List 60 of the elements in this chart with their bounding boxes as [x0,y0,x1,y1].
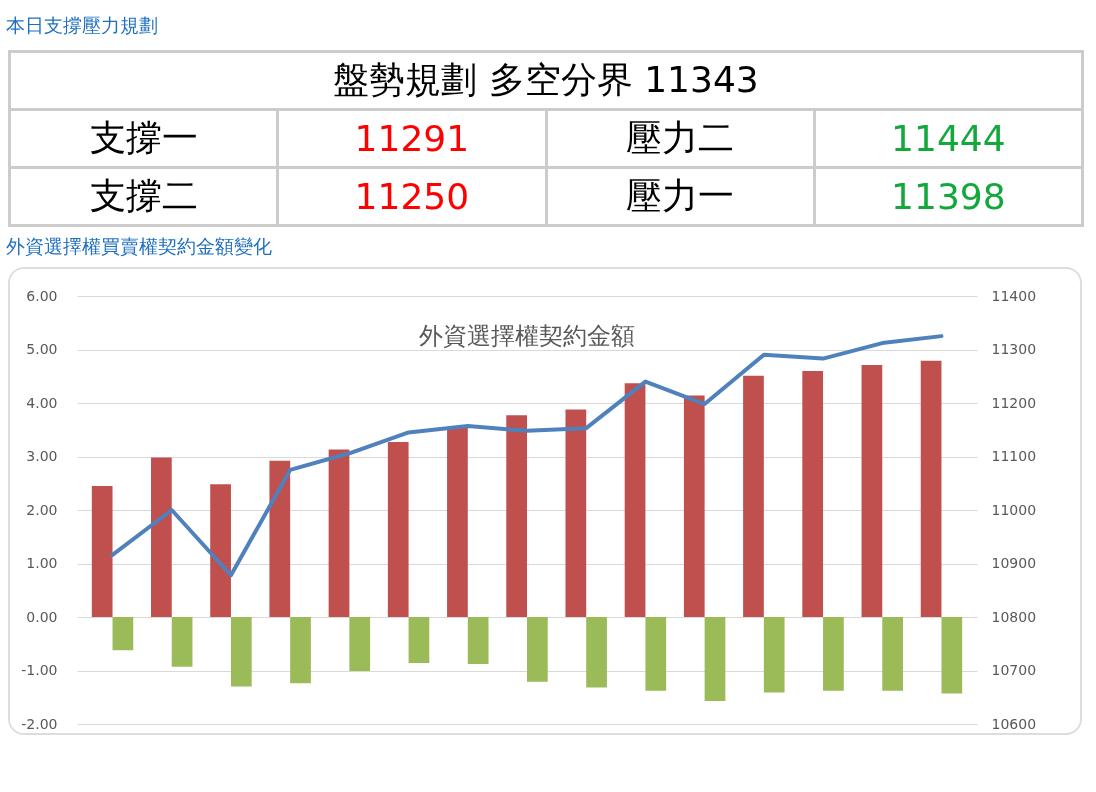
bar [506,415,527,617]
bar [802,370,824,617]
bar [861,365,883,617]
bar [763,617,785,693]
bar [230,617,252,687]
y-tick-label: 6.00 [26,287,58,304]
y2-tick-label: 11100 [991,448,1037,464]
y-tick-label: 0.00 [26,608,58,625]
text: 外資選擇權契約金額 [419,322,635,350]
text: 支撐一 [9,109,278,168]
text: 11444 [814,109,1083,168]
y-tick-label: 1.00 [26,555,58,571]
text: 11291 [277,109,546,168]
bar [743,375,764,617]
bar [387,442,409,617]
bar [527,617,548,682]
bar [290,617,311,684]
text: 本日支撐壓力規劃 [6,13,159,38]
bar [823,617,844,691]
bar [467,617,489,665]
text: 11398 [814,167,1083,226]
text: 支撐二 [9,167,278,226]
y-tick-label: -2.00 [21,715,58,732]
y-tick-label: 4.00 [26,394,58,411]
text: 壓力一 [546,167,815,226]
bar [171,617,193,667]
text: 外資選擇權買賣權契約金額變化 [6,234,273,259]
y2-tick-label: 11200 [991,394,1037,411]
y2-tick-label: 10700 [991,662,1037,678]
bar [704,617,726,701]
y-tick-label: 2.00 [26,501,58,518]
y-tick-label: 5.00 [26,341,58,357]
y-tick-label: 3.00 [26,448,58,464]
bar [349,617,371,672]
bar [269,460,291,617]
bar [683,395,705,617]
y2-tick-label: 10600 [991,715,1037,732]
bar [941,617,963,694]
y2-tick-label: 10800 [991,608,1037,625]
bar [882,617,903,691]
text: 盤勢規劃 多空分界 11343 [9,51,1083,110]
text: 壓力二 [546,109,815,168]
bar [624,383,646,617]
text: 11250 [277,167,546,226]
bar [151,457,172,617]
bar [447,427,468,617]
y2-tick-label: 11400 [991,287,1037,304]
bar [586,617,607,688]
bar [920,360,942,617]
y-tick-label: -1.00 [21,662,58,678]
bar [645,617,667,691]
bar [328,449,350,617]
bar [112,617,134,651]
bar [408,617,430,664]
bar [91,485,113,617]
y2-tick-label: 11000 [991,501,1037,518]
bar [565,409,587,617]
bar [210,484,231,617]
y2-tick-label: 10900 [991,555,1037,571]
y2-tick-label: 11300 [991,341,1037,357]
